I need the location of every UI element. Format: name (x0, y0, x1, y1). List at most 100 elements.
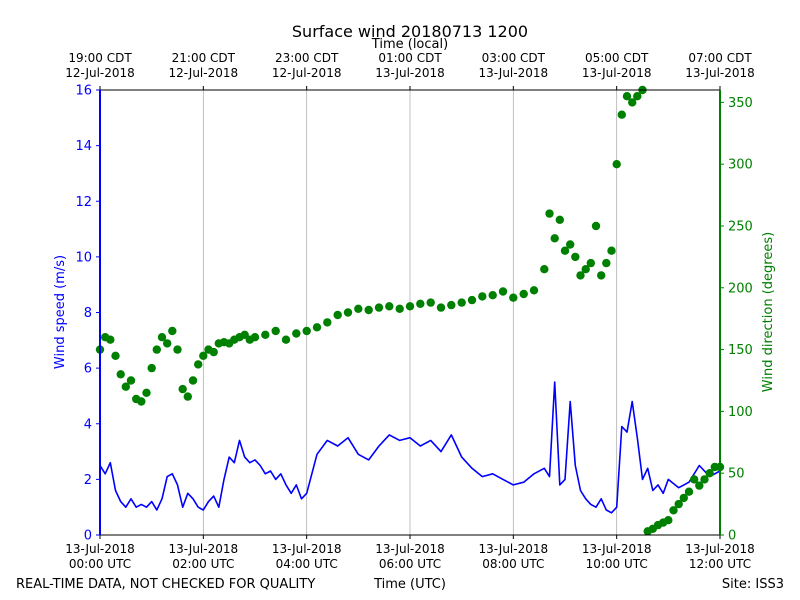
wind-direction-point (194, 360, 203, 369)
wind-direction-point (488, 291, 497, 300)
top-axis-label: Time (local) (371, 37, 448, 52)
bottom-tick-date: 13-Jul-2018 (65, 542, 135, 556)
bottom-tick-time: 00:00 UTC (69, 557, 131, 571)
wind-direction-point (281, 335, 291, 344)
wind-direction-point (343, 308, 353, 317)
top-tick-time: 05:00 CDT (585, 51, 649, 65)
wind-direction-point (302, 326, 311, 336)
top-tick-time: 19:00 CDT (68, 51, 132, 65)
wind-speed-series (99, 381, 721, 514)
top-tick-time: 23:00 CDT (275, 51, 339, 65)
wind-direction-point (173, 345, 182, 354)
top-tick-date: 13-Jul-2018 (685, 66, 755, 80)
wind-direction-point (612, 160, 621, 169)
bottom-tick-date: 13-Jul-2018 (169, 542, 239, 556)
chart-title: Surface wind 20180713 1200 (292, 22, 528, 41)
right-tick-label: 200 (728, 281, 753, 296)
wind-direction-point (447, 300, 456, 310)
wind-direction-point (163, 339, 172, 348)
wind-direction-point (183, 392, 192, 401)
left-tick-label: 4 (84, 417, 92, 432)
wind-direction-point (111, 351, 120, 360)
wind-direction-point (591, 221, 601, 231)
bottom-tick-time: 12:00 UTC (689, 557, 751, 571)
right-tick-label: 50 (728, 467, 745, 482)
wind-direction-point (333, 310, 342, 320)
wind-direction-point (142, 388, 151, 397)
wind-direction-point (607, 246, 616, 255)
footer-right: Site: ISS3 (722, 577, 784, 592)
wind-direction-point (684, 487, 694, 496)
wind-direction-point (261, 330, 270, 339)
wind-direction-point (137, 397, 146, 406)
wind-direction-point (602, 258, 611, 268)
top-tick-time: 07:00 CDT (688, 51, 752, 65)
footer-left: REAL-TIME DATA, NOT CHECKED FOR QUALITY (16, 577, 315, 592)
left-tick-label: 8 (84, 306, 92, 321)
left-tick-label: 16 (75, 84, 92, 99)
wind-direction-point (529, 286, 539, 295)
wind-direction-point (509, 293, 518, 302)
wind-speed-line (99, 381, 721, 514)
wind-direction-point (364, 305, 373, 315)
wind-direction-point (106, 335, 115, 344)
right-tick-label: 250 (728, 219, 753, 234)
wind-direction-point (478, 292, 487, 301)
wind-direction-point (168, 326, 177, 336)
bottom-tick-date: 13-Jul-2018 (685, 542, 755, 556)
wind-direction-point (617, 110, 626, 119)
left-tick-label: 2 (84, 473, 92, 488)
wind-direction-point (116, 370, 125, 379)
wind-direction-point (405, 302, 415, 311)
left-tick-label: 12 (75, 195, 92, 210)
wind-direction-point (199, 351, 208, 360)
wind-direction-point (385, 302, 394, 311)
bottom-tick-time: 06:00 UTC (379, 557, 441, 571)
top-tick-date: 12-Jul-2018 (65, 66, 135, 80)
wind-direction-point (250, 333, 260, 342)
wind-direction-point (519, 289, 528, 299)
wind-direction-point (188, 376, 198, 385)
wind-direction-point (467, 295, 477, 305)
right-axis-ticks: 0 50 100 150 200 250 300 350 (720, 96, 753, 544)
bottom-tick-date: 13-Jul-2018 (375, 542, 445, 556)
wind-direction-point (121, 382, 130, 391)
wind-direction-point (679, 493, 688, 503)
wind-direction-point (157, 333, 167, 342)
top-tick-time: 21:00 CDT (172, 51, 236, 65)
wind-direction-point (690, 475, 699, 484)
wind-direction-point (312, 323, 322, 332)
top-tick-time: 03:00 CDT (482, 51, 546, 65)
left-tick-label: 0 (84, 529, 92, 544)
wind-direction-point (540, 265, 549, 274)
left-tick-label: 14 (75, 139, 92, 154)
wind-direction-point (700, 475, 709, 484)
wind-direction-point (292, 329, 301, 338)
top-tick-time: 01:00 CDT (378, 51, 442, 65)
wind-direction-point (597, 271, 606, 280)
wind-direction-point (628, 98, 637, 107)
wind-direction-point (695, 481, 704, 490)
wind-direction-point (555, 215, 564, 224)
right-tick-label: 150 (728, 343, 753, 358)
top-tick-date: 13-Jul-2018 (375, 66, 445, 80)
wind-direction-point (416, 299, 425, 308)
wind-direction-point (395, 304, 404, 313)
wind-direction-point (436, 303, 446, 312)
wind-direction-series (95, 85, 725, 536)
wind-direction-point (560, 246, 570, 255)
wind-direction-point (622, 92, 632, 101)
x-axis-label: Time (UTC) (373, 577, 446, 592)
bottom-tick-date: 13-Jul-2018 (272, 542, 342, 556)
right-tick-label: 0 (728, 529, 736, 544)
wind-direction-point (354, 304, 363, 313)
wind-direction-point (633, 92, 642, 101)
bottom-tick-date: 13-Jul-2018 (479, 542, 549, 556)
wind-direction-point (323, 318, 332, 327)
wind-direction-point (426, 298, 435, 307)
left-tick-label: 10 (75, 250, 92, 265)
grid-lines (202, 90, 618, 535)
